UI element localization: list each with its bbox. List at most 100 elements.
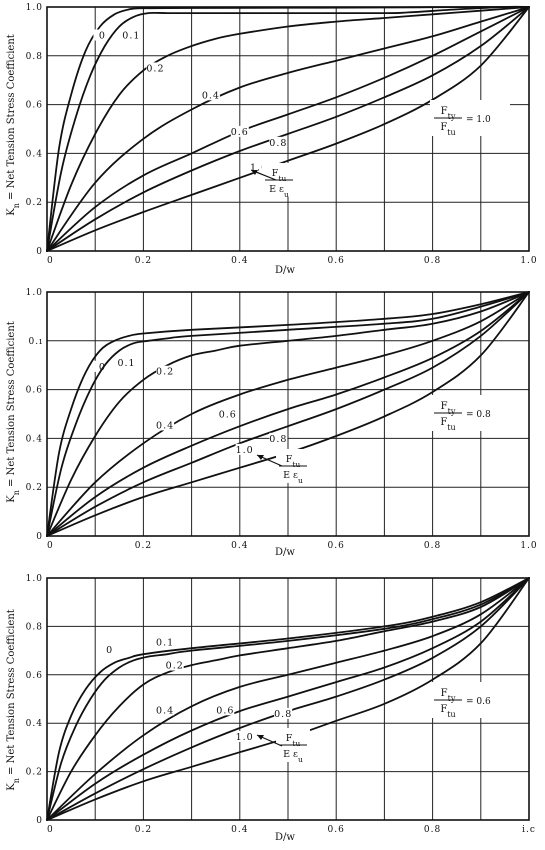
y-tick-label: 1.0 xyxy=(26,288,43,298)
series-line-0-2 xyxy=(46,6,530,252)
x-axis-title: D/w xyxy=(275,832,295,843)
chart-fty-ftu-1-0: 0 0.1 0.2 0.4 0.6 0.8 1.0 0 0.2 0.4 0.6 0.8 1.0 0 0.2 0… xyxy=(6,3,537,276)
series-line-0-6 xyxy=(46,291,530,537)
ratio-value: = 1.0 xyxy=(466,115,491,125)
series-label-mask xyxy=(269,432,288,444)
y-tick-label: 0.4 xyxy=(26,149,43,159)
series-label-0-4: 0.4 xyxy=(202,90,220,101)
y-tick-label: 1.0 xyxy=(26,574,43,584)
series-label-mask xyxy=(230,125,249,137)
ratio-value: = 0.6 xyxy=(466,697,491,707)
y-tick-label: 1.0 xyxy=(26,3,43,13)
x-tick-label: 0.2 xyxy=(135,541,152,551)
series-label-0-4: 0.4 xyxy=(156,420,174,431)
series-label-mask xyxy=(122,29,141,41)
series-line-0-4 xyxy=(46,6,530,252)
y-axis-title: Kn = Net Tension Stress Coefficient xyxy=(6,609,21,791)
series-label-mask xyxy=(216,704,235,716)
x-tick-label: 0 xyxy=(47,541,54,551)
x-tick-label: 0 xyxy=(47,825,54,835)
y-tick-label: 0.2 xyxy=(26,768,43,778)
series-label-mask xyxy=(93,360,112,372)
series-line-0 xyxy=(46,6,530,252)
series-label-mask xyxy=(250,161,269,173)
ratio-value: = 0.8 xyxy=(466,410,491,420)
x-axis-title: D/w xyxy=(275,265,295,276)
series-line-0-8 xyxy=(46,291,530,537)
series-label-0-4: 0.4 xyxy=(156,705,174,716)
y-tick-label: 0.8 xyxy=(26,52,43,62)
x-tick-label: 0.2 xyxy=(135,256,152,266)
series-label-0-1: 0.1 xyxy=(122,31,140,42)
parameter-denominator: E εu xyxy=(283,749,303,764)
y-tick-label: 0 xyxy=(36,247,43,257)
series-label-0-6: 0.6 xyxy=(216,705,234,716)
series-label-mask xyxy=(269,136,288,148)
x-tick-label: 0.8 xyxy=(424,256,441,266)
y-tick-label: 0 xyxy=(36,816,43,826)
x-tick-label: 0 xyxy=(47,256,54,266)
series-line-0 xyxy=(46,577,530,821)
series-label-mask xyxy=(117,357,136,369)
series-label-mask xyxy=(235,443,254,455)
x-tick-label: 0.6 xyxy=(328,825,345,835)
series-label-0: 0 xyxy=(106,645,113,656)
series-label-1-0: 1.0 xyxy=(236,445,254,456)
series-label-mask xyxy=(100,643,119,655)
series-label-0-2: 0.2 xyxy=(156,367,174,378)
series-label-0-8: 0.8 xyxy=(269,434,287,445)
series-label-0-8: 0.8 xyxy=(269,138,287,149)
series-line-0-4 xyxy=(46,577,530,821)
y-tick-label: 0.6 xyxy=(26,101,43,111)
x-tick-label: 1.0 xyxy=(520,256,537,266)
series-label-0-1: 0.1 xyxy=(117,358,135,369)
series-label-mask xyxy=(156,636,175,648)
x-tick-label: 0.4 xyxy=(231,825,248,835)
series-label-1-0: 1.0 xyxy=(236,732,254,743)
series-label-mask xyxy=(156,419,175,431)
parameter-numerator: Ftu xyxy=(272,168,287,183)
y-tick-label: 0.ı xyxy=(29,337,43,347)
y-tick-label: 0.4 xyxy=(26,434,43,444)
series-line-0 xyxy=(46,291,530,537)
ratio-numerator: Fty xyxy=(441,401,456,416)
y-tick-label: 0 xyxy=(36,532,43,542)
series-label-mask xyxy=(156,365,175,377)
series-label-0: 0 xyxy=(99,31,106,42)
y-axis-title: Kn = Net Tension Stress Coefficient xyxy=(6,34,21,216)
series-line-0-1 xyxy=(46,577,530,821)
plot-frame xyxy=(46,291,530,537)
series-line-0-6 xyxy=(46,577,530,821)
x-tick-label: 0.8 xyxy=(424,541,441,551)
series-label-0-1: 0.1 xyxy=(156,638,174,649)
arrow-head-icon xyxy=(257,735,264,740)
x-tick-label: i.c xyxy=(522,825,536,835)
y-tick-label: 0.4 xyxy=(26,719,43,729)
x-tick-label: 0.6 xyxy=(328,541,345,551)
series-label-0-2: 0.2 xyxy=(146,63,164,74)
series-label-mask xyxy=(235,730,254,742)
series-line-0-1 xyxy=(46,5,530,252)
chart-fty-ftu-0-6: 0 0.1 0.2 0.4 0.6 0.8 1.0 0 0.2 0.4 0.6 0.8 1.0 0 0.2 0… xyxy=(6,574,536,843)
x-tick-label: 1.0 xyxy=(520,541,537,551)
chart-fty-ftu-0-8: 0 0.1 0.2 0.4 0.6 0.8 1.0 0 0.2 0.4 0.6 0.ı 1.0 0 0.2 0… xyxy=(6,288,537,558)
series-line-0-2 xyxy=(46,291,530,537)
plot-frame xyxy=(46,577,530,821)
ratio-denominator: Ftu xyxy=(440,417,455,432)
arrow-head-icon xyxy=(257,455,264,460)
y-tick-label: 0.6 xyxy=(26,671,43,681)
y-tick-label: 0.2 xyxy=(26,483,43,493)
series-label-0: 0 xyxy=(99,362,106,373)
series-label-mask xyxy=(156,704,175,716)
series-line-0-6 xyxy=(46,6,530,252)
series-label-0-6: 0.6 xyxy=(231,127,249,138)
grid xyxy=(47,7,529,251)
y-tick-label: 0.2 xyxy=(26,198,43,208)
